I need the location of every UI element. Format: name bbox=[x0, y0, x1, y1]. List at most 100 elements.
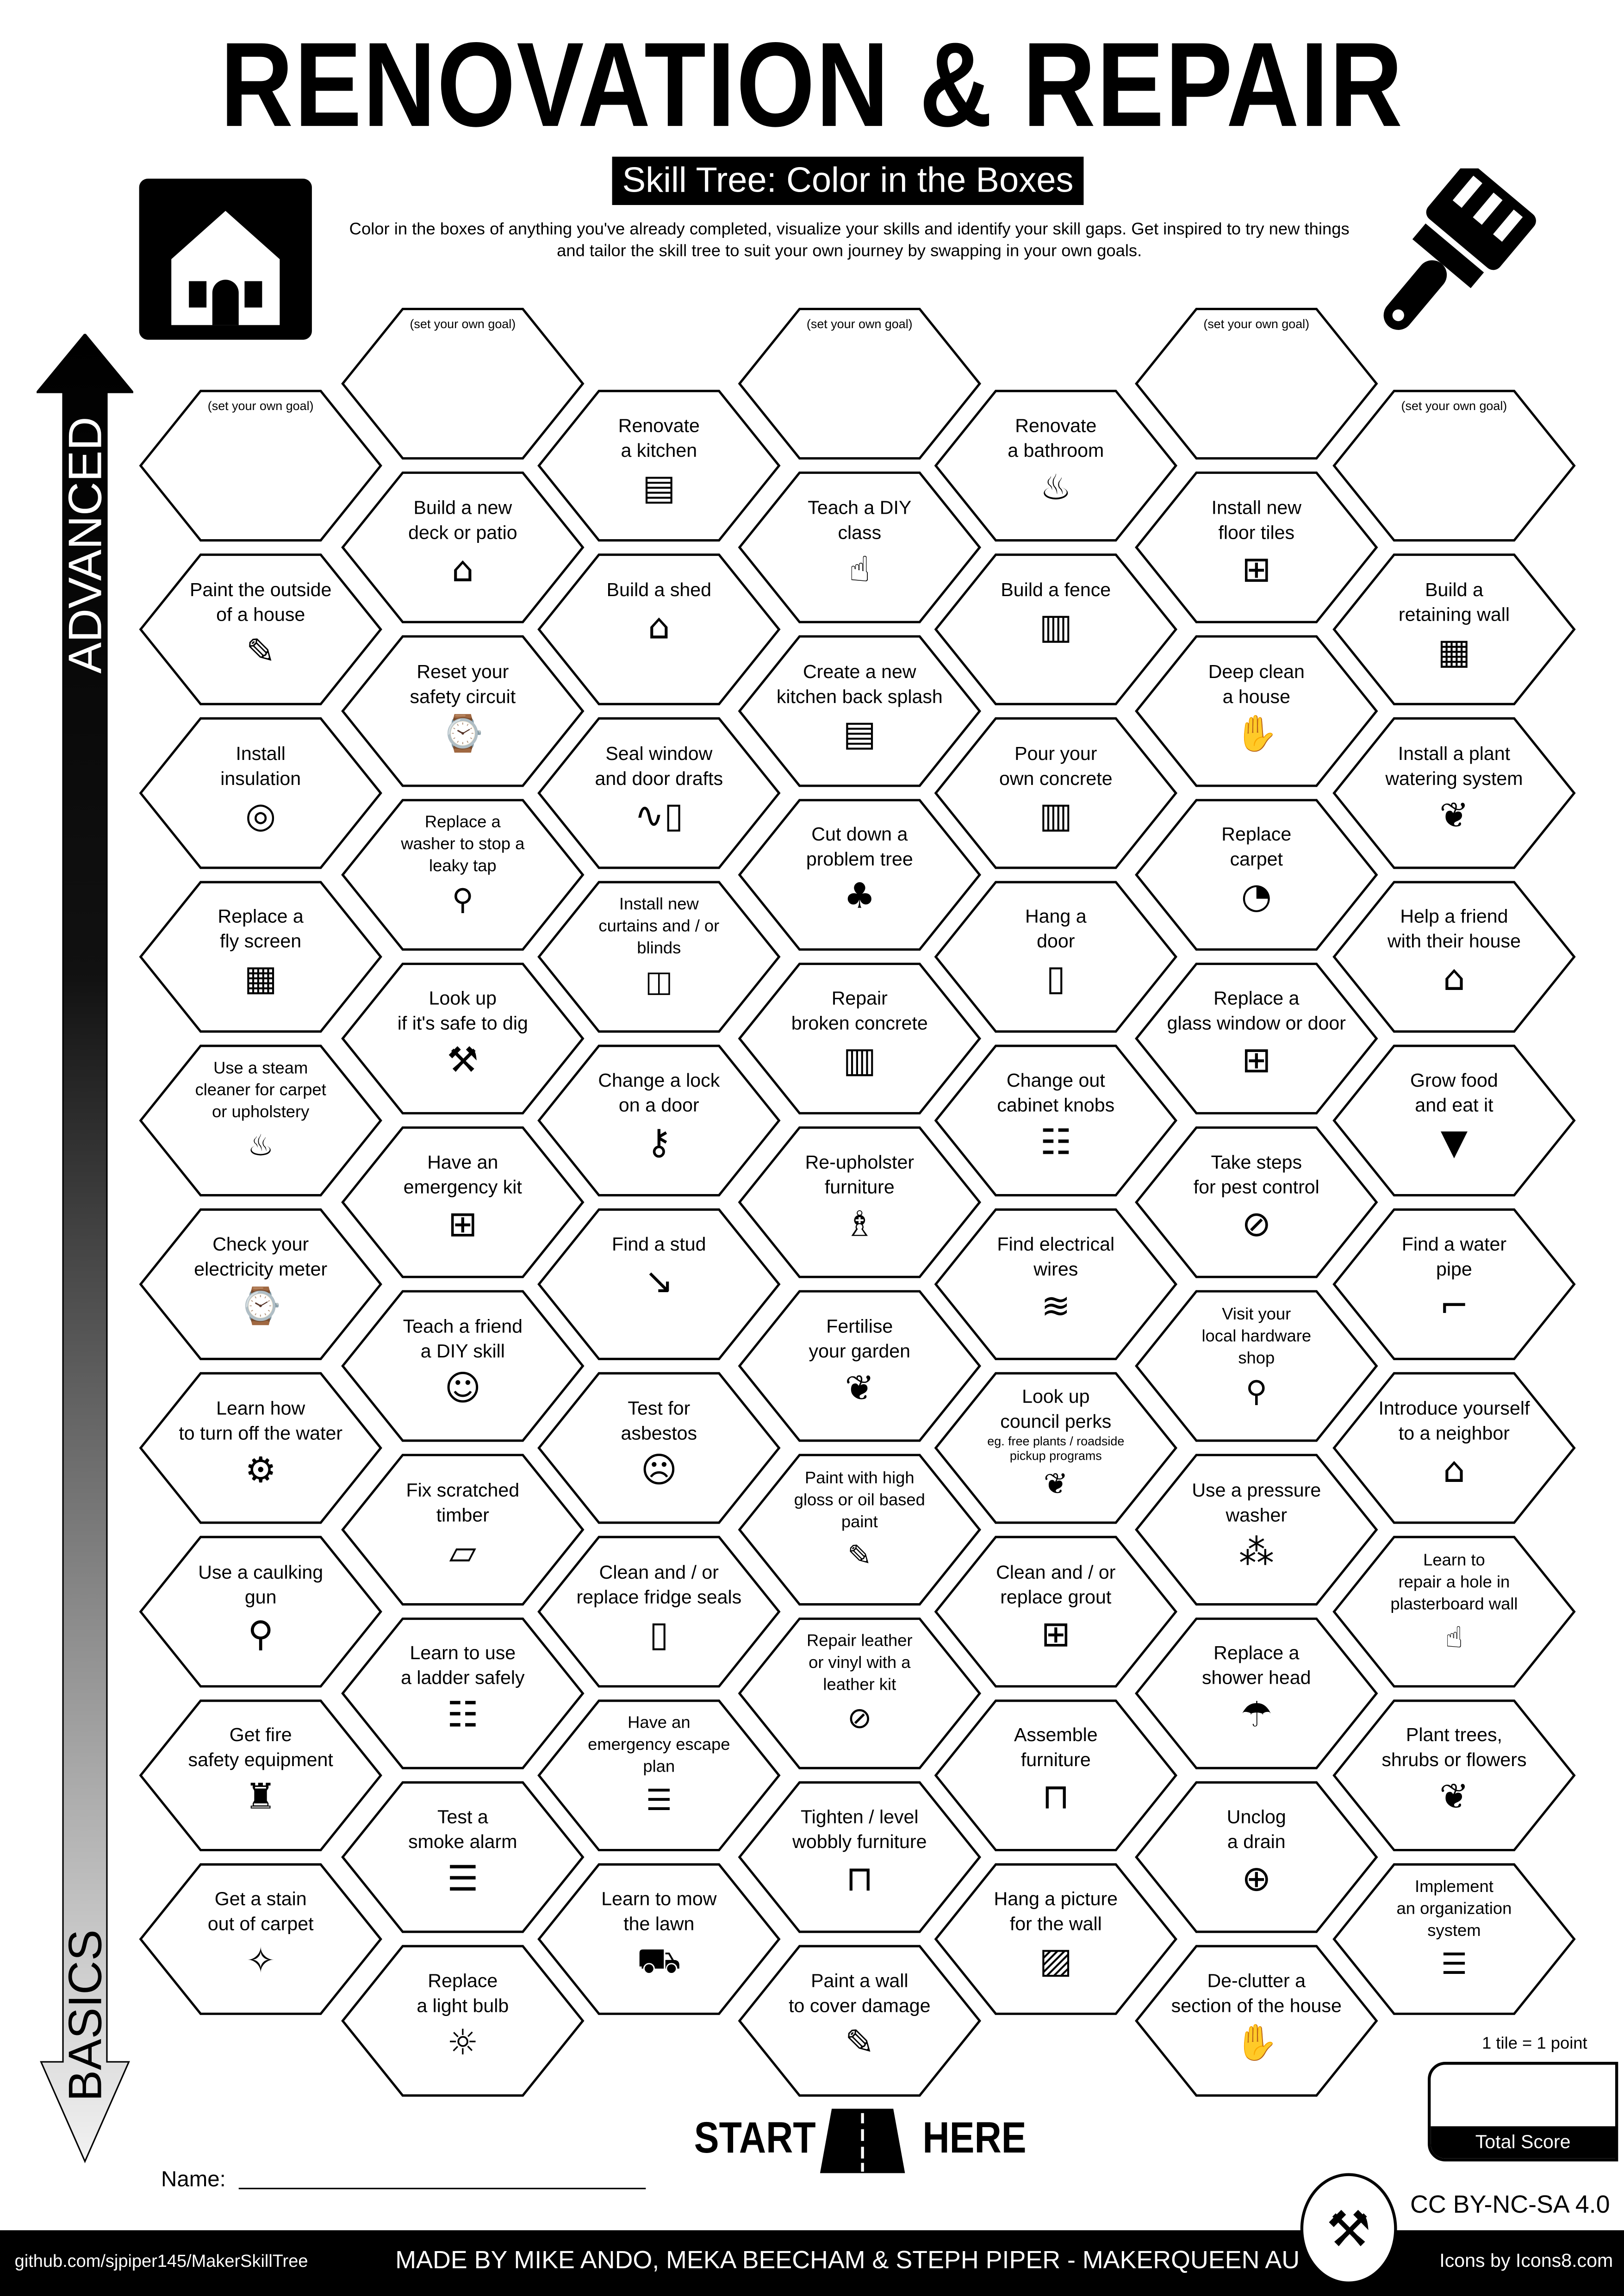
skill-tile[interactable]: Take steps for pest control ⊘ bbox=[1146, 1135, 1366, 1281]
skill-tile[interactable]: Use a steam cleaner for carpet or uphols… bbox=[151, 1053, 371, 1200]
skill-tile[interactable]: Pour your own concrete ▥ bbox=[946, 726, 1166, 872]
skill-tile[interactable]: Implement an organization system ☰ bbox=[1344, 1872, 1564, 2018]
hex-tile-outline[interactable] bbox=[1332, 1536, 1576, 1688]
hex-tile-outline[interactable] bbox=[1135, 1618, 1378, 1769]
skill-tile[interactable]: Learn to repair a hole in plasterboard w… bbox=[1344, 1544, 1564, 1691]
github-link[interactable]: github.com/sjpiper145/MakerSkillTree bbox=[14, 2251, 308, 2271]
skill-tile[interactable]: Renovate a kitchen ▤ bbox=[549, 398, 769, 545]
hex-tile-outline[interactable] bbox=[537, 881, 781, 1033]
hex-tile-outline[interactable] bbox=[341, 1618, 585, 1769]
hex-tile-outline[interactable] bbox=[1135, 1454, 1378, 1606]
skill-tile[interactable]: Look up if it's safe to dig ⚒ bbox=[353, 971, 573, 1117]
hex-tile-outline[interactable] bbox=[1332, 1045, 1576, 1197]
skill-tile[interactable]: Replace a fly screen ▦ bbox=[151, 890, 371, 1036]
hex-tile-outline[interactable] bbox=[1135, 1781, 1378, 1933]
skill-tile[interactable]: Cut down a problem tree ♣ bbox=[750, 808, 970, 954]
hex-tile-outline[interactable] bbox=[934, 554, 1178, 705]
skill-tile[interactable]: Learn how to turn off the water ⚙ bbox=[151, 1381, 371, 1527]
hex-tile-outline[interactable] bbox=[139, 881, 382, 1033]
hex-tile-outline[interactable] bbox=[139, 390, 382, 542]
skill-tile[interactable]: Deep clean a house ✋ bbox=[1146, 644, 1366, 790]
hex-tile-outline[interactable] bbox=[1135, 799, 1378, 951]
skill-tile[interactable]: Replace a shower head ☂ bbox=[1146, 1626, 1366, 1772]
skill-tile[interactable]: Find electrical wires ≋ bbox=[946, 1217, 1166, 1363]
skill-tile[interactable]: Install a plant watering system ❦ bbox=[1344, 726, 1564, 872]
skill-tile[interactable]: Find a water pipe ⌐ bbox=[1344, 1217, 1564, 1363]
hex-tile-outline[interactable] bbox=[139, 1699, 382, 1852]
skill-tile[interactable]: Build a fence ▥ bbox=[946, 562, 1166, 708]
hex-tile-outline[interactable] bbox=[934, 1372, 1178, 1524]
hex-tile-outline[interactable] bbox=[139, 1536, 382, 1688]
skill-tile[interactable]: Install insulation ◎ bbox=[151, 726, 371, 872]
skill-tile[interactable]: Re-upholster furniture ♗ bbox=[750, 1135, 970, 1281]
skill-tile[interactable]: Use a pressure washer ⁂ bbox=[1146, 1462, 1366, 1609]
hex-tile-outline[interactable] bbox=[738, 471, 982, 623]
skill-tile[interactable]: Get fire safety equipment ♜ bbox=[151, 1708, 371, 1854]
hex-tile-outline[interactable] bbox=[738, 963, 982, 1114]
total-score-box[interactable]: Total Score bbox=[1427, 2062, 1618, 2162]
hex-tile-outline[interactable] bbox=[934, 1208, 1178, 1360]
goal-tile[interactable]: (set your own goal) bbox=[1146, 316, 1366, 462]
skill-tile[interactable]: Plant trees, shrubs or flowers ❦ bbox=[1344, 1708, 1564, 1854]
skill-tile[interactable]: Change a lock on a door ⚷ bbox=[549, 1053, 769, 1200]
skill-tile[interactable]: Have an emergency escape plan ☰ bbox=[549, 1708, 769, 1854]
skill-tile[interactable]: Get a stain out of carpet ✧ bbox=[151, 1872, 371, 2018]
hex-tile-outline[interactable] bbox=[537, 1699, 781, 1852]
hex-tile-outline[interactable] bbox=[537, 1536, 781, 1688]
hex-tile-outline[interactable] bbox=[934, 717, 1178, 869]
skill-tile[interactable]: Change out cabinet knobs ☷ bbox=[946, 1053, 1166, 1200]
hex-tile-outline[interactable] bbox=[537, 554, 781, 705]
skill-tile[interactable]: Tighten / level wobbly furniture ⊓ bbox=[750, 1790, 970, 1936]
skill-tile[interactable]: Renovate a bathroom ♨ bbox=[946, 398, 1166, 545]
skill-tile[interactable]: Fertilise your garden ❦ bbox=[750, 1299, 970, 1445]
hex-tile-outline[interactable] bbox=[341, 1126, 585, 1278]
hex-tile-outline[interactable] bbox=[1332, 1699, 1576, 1852]
hex-tile-outline[interactable] bbox=[738, 635, 982, 787]
skill-tile[interactable]: Replace a light bulb ☼ bbox=[353, 1954, 573, 2100]
skill-tile[interactable]: Check your electricity meter ⌚ bbox=[151, 1217, 371, 1363]
hex-tile-outline[interactable] bbox=[934, 1863, 1178, 2015]
hex-tile-outline[interactable] bbox=[537, 1208, 781, 1360]
hex-tile-outline[interactable] bbox=[341, 308, 585, 460]
hex-tile-outline[interactable] bbox=[1135, 1290, 1378, 1442]
hex-tile-outline[interactable] bbox=[139, 1863, 382, 2015]
skill-tile[interactable]: Help a friend with their house ⌂ bbox=[1344, 890, 1564, 1036]
skill-tile[interactable]: Introduce yourself to a neighbor ⌂ bbox=[1344, 1381, 1564, 1527]
hex-tile-outline[interactable] bbox=[1135, 1126, 1378, 1278]
goal-tile[interactable]: (set your own goal) bbox=[353, 316, 573, 462]
hex-tile-outline[interactable] bbox=[537, 717, 781, 869]
hex-tile-outline[interactable] bbox=[738, 1618, 982, 1769]
hex-tile-outline[interactable] bbox=[537, 1372, 781, 1524]
hex-tile-outline[interactable] bbox=[738, 1454, 982, 1606]
hex-tile-outline[interactable] bbox=[537, 1863, 781, 2015]
skill-tile[interactable]: De-clutter a section of the house ✋ bbox=[1146, 1954, 1366, 2100]
hex-tile-outline[interactable] bbox=[1332, 1208, 1576, 1360]
hex-tile-outline[interactable] bbox=[1135, 1945, 1378, 2097]
hex-tile-outline[interactable] bbox=[1332, 554, 1576, 705]
skill-tile[interactable]: Teach a DIY class ☝ bbox=[750, 480, 970, 626]
skill-tile[interactable]: Build a retaining wall ▦ bbox=[1344, 562, 1564, 708]
goal-tile[interactable]: (set your own goal) bbox=[1344, 398, 1564, 545]
goal-tile[interactable]: (set your own goal) bbox=[750, 316, 970, 462]
skill-tile[interactable]: Assemble furniture ⊓ bbox=[946, 1708, 1166, 1854]
skill-tile[interactable]: Learn to mow the lawn ⛟ bbox=[549, 1872, 769, 2018]
skill-tile[interactable]: Create a new kitchen back splash ▤ bbox=[750, 644, 970, 790]
hex-tile-outline[interactable] bbox=[139, 1372, 382, 1524]
hex-tile-outline[interactable] bbox=[934, 1536, 1178, 1688]
skill-tile[interactable]: Test for asbestos ☹ bbox=[549, 1381, 769, 1527]
skill-tile[interactable]: Repair leather or vinyl with a leather k… bbox=[750, 1626, 970, 1772]
hex-tile-outline[interactable] bbox=[139, 717, 382, 869]
skill-tile[interactable]: Replace carpet ◔ bbox=[1146, 808, 1366, 954]
skill-tile[interactable]: Build a shed ⌂ bbox=[549, 562, 769, 708]
skill-tile[interactable]: Fix scratched timber ▱ bbox=[353, 1462, 573, 1609]
skill-tile[interactable]: Replace a washer to stop a leaky tap ⚲ bbox=[353, 808, 573, 954]
skill-tile[interactable]: Repair broken concrete ▥ bbox=[750, 971, 970, 1117]
hex-tile-outline[interactable] bbox=[1135, 308, 1378, 460]
skill-tile[interactable]: Paint a wall to cover damage ✎ bbox=[750, 1954, 970, 2100]
skill-tile[interactable]: Hang a picture for the wall ▨ bbox=[946, 1872, 1166, 2018]
hex-tile-outline[interactable] bbox=[1135, 635, 1378, 787]
hex-tile-outline[interactable] bbox=[1332, 881, 1576, 1033]
hex-tile-outline[interactable] bbox=[139, 554, 382, 705]
hex-tile-outline[interactable] bbox=[341, 1945, 585, 2097]
skill-tile[interactable]: Paint the outside of a house ✎ bbox=[151, 562, 371, 708]
